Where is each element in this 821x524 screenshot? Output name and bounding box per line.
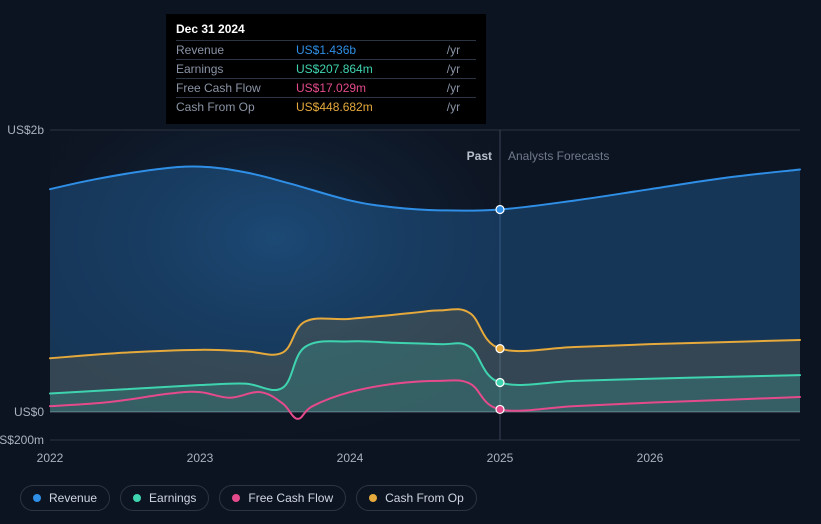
svg-text:2023: 2023	[187, 451, 214, 465]
svg-text:2022: 2022	[37, 451, 64, 465]
tooltip-date: Dec 31 2024	[176, 22, 476, 36]
tooltip-row-value: US$448.682m	[296, 98, 443, 117]
tooltip-row-value: US$1.436b	[296, 41, 443, 60]
tooltip-row-label: Revenue	[176, 41, 296, 60]
tooltip-row-label: Cash From Op	[176, 98, 296, 117]
chart-legend: Revenue Earnings Free Cash Flow Cash From O…	[20, 485, 477, 511]
tooltip-row-value: US$17.029m	[296, 79, 443, 98]
tooltip-row: EarningsUS$207.864m/yr	[176, 60, 476, 79]
legend-dot-icon	[33, 494, 41, 502]
legend-item-label: Free Cash Flow	[248, 491, 333, 505]
svg-text:2025: 2025	[487, 451, 514, 465]
tooltip-row-label: Free Cash Flow	[176, 79, 296, 98]
legend-item-label: Earnings	[149, 491, 196, 505]
svg-text:US$0: US$0	[14, 405, 44, 419]
legend-item-cash_from_op[interactable]: Cash From Op	[356, 485, 477, 511]
tooltip-table: RevenueUS$1.436b/yrEarningsUS$207.864m/y…	[176, 40, 476, 116]
tooltip-row-unit: /yr	[443, 60, 476, 79]
legend-item-label: Cash From Op	[385, 491, 464, 505]
tooltip-row-unit: /yr	[443, 98, 476, 117]
legend-item-revenue[interactable]: Revenue	[20, 485, 110, 511]
tooltip-row-label: Earnings	[176, 60, 296, 79]
svg-text:Analysts Forecasts: Analysts Forecasts	[508, 149, 609, 163]
svg-text:2026: 2026	[637, 451, 664, 465]
legend-item-free_cash_flow[interactable]: Free Cash Flow	[219, 485, 346, 511]
legend-item-label: Revenue	[49, 491, 97, 505]
svg-text:US$2b: US$2b	[7, 123, 44, 137]
svg-text:2024: 2024	[337, 451, 364, 465]
tooltip-row: Cash From OpUS$448.682m/yr	[176, 98, 476, 117]
tooltip-row-unit: /yr	[443, 79, 476, 98]
svg-text:Past: Past	[467, 149, 492, 163]
legend-dot-icon	[232, 494, 240, 502]
legend-item-earnings[interactable]: Earnings	[120, 485, 209, 511]
tooltip-row: RevenueUS$1.436b/yr	[176, 41, 476, 60]
tooltip-row-value: US$207.864m	[296, 60, 443, 79]
legend-dot-icon	[133, 494, 141, 502]
tooltip-row: Free Cash FlowUS$17.029m/yr	[176, 79, 476, 98]
legend-dot-icon	[369, 494, 377, 502]
chart-tooltip: Dec 31 2024 RevenueUS$1.436b/yrEarningsU…	[166, 14, 486, 124]
tooltip-row-unit: /yr	[443, 41, 476, 60]
svg-text:-US$200m: -US$200m	[0, 433, 44, 447]
